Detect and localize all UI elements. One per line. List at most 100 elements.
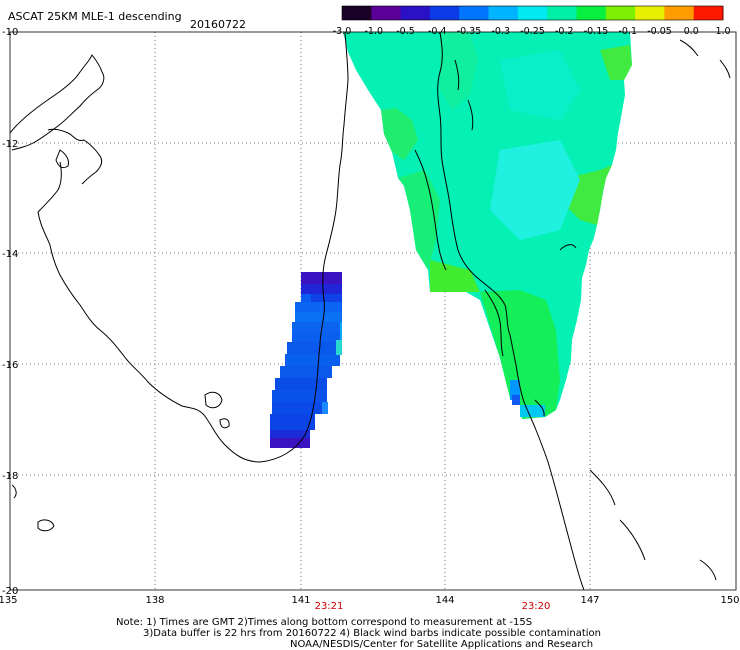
y-tick-label: -14 [2,249,18,260]
west-swath-cell [301,294,311,302]
x-tick-label: 150 [720,595,739,606]
west-swath-cell [295,302,342,312]
y-tick-label: -10 [2,27,18,38]
coastline-segment [204,391,223,409]
map-title: ASCAT 25KM MLE-1 descending [8,10,182,23]
colorbar-segment [693,6,724,20]
coastline-segment [9,54,105,151]
west-swath-cell [270,414,315,430]
west-swath-cell [272,390,327,402]
coastline-segment [37,519,55,532]
y-tick-label: -20 [2,586,18,597]
colorbar-label: -0.25 [520,26,545,37]
coastline-segment [679,39,699,57]
east-swath-patch [398,170,440,270]
colorbar-segment [517,6,548,20]
colorbar-label: -0.3 [491,26,510,37]
x-tick-labels: 135 138 141 144 147 150 [0,595,740,606]
east-swath-patch [510,380,520,400]
colorbar-segment [400,6,431,20]
swath-time-labels: 23:21 23:20 [315,601,551,612]
x-tick-label: 144 [435,595,454,606]
colorbar-segment [664,6,695,20]
y-tick-label: -16 [2,360,18,371]
west-swath-cell [287,342,342,354]
east-swath-patch [430,260,480,292]
west-swath-cell [322,402,328,414]
west-swath-cell [280,366,332,378]
y-tick-label: -12 [2,139,18,150]
colorbar-segment [342,6,372,20]
east-swath-patch [490,140,580,240]
coastline [9,31,731,591]
coastline-segment [37,161,62,213]
west-swath-cell [292,322,342,332]
swath-time-label: 23:21 [315,601,344,612]
west-swath-cell [292,332,342,342]
coastline-segment [484,289,504,357]
west-swath-cell [340,322,342,342]
west-swath-cell [270,438,310,448]
coastline-segment [219,418,230,429]
data-swaths [270,32,632,448]
colorbar-label: -0.4 [428,26,447,37]
swath-time-label: 23:20 [522,601,551,612]
coastline-segment [467,99,474,131]
lat-lon-grid [10,32,736,590]
east-swath-base [343,32,632,419]
coastline-segment [559,244,577,251]
y-tick-label: -18 [2,471,18,482]
colorbar-segment [459,6,490,20]
colorbar-label: -0.1 [618,26,637,37]
footer-note-2: 3)Data buffer is 22 hrs from 20160722 4)… [143,628,601,639]
colorbar-segment [547,6,577,20]
colorbar-segment [576,6,607,20]
colorbar-frame [341,5,724,21]
x-tick-label: 138 [145,595,164,606]
east-swath [343,32,632,419]
colorbar-segment [635,6,665,20]
y-tick-labels: -10 -12 -14 -16 -18 -20 [2,27,18,597]
colorbar-label: -1.0 [364,26,383,37]
footer-credit: NOAA/NESDIS/Center for Satellite Applica… [290,639,594,650]
coastline-segment [47,128,103,185]
west-swath-cell [275,378,327,390]
colorbar-segment [429,6,460,20]
east-swath-patch [381,108,418,160]
colorbar-label: -0.05 [647,26,672,37]
west-swath-cell [270,430,310,438]
colorbar-label: -3.0 [333,26,352,37]
map-frame [9,31,737,591]
coastline-segment [414,149,447,271]
coastline-segment [699,559,717,581]
colorbar-label: -0.35 [457,26,482,37]
colorbar-label: -0.2 [555,26,574,37]
coastline-segment [589,469,616,506]
coastline-segment [534,399,545,417]
footer-note-1: Note: 1) Times are GMT 2)Times along bot… [116,617,533,628]
west-swath-cell [295,312,342,322]
x-tick-label: 141 [291,595,310,606]
east-swath-patch [440,32,478,110]
colorbar-label: -0.5 [396,26,415,37]
colorbar-segment [488,6,519,20]
west-swath-cell [301,284,342,294]
coastline-segment [719,59,731,79]
coastline-segment [37,31,349,463]
east-swath-patch [500,50,580,120]
colorbar-segment [371,6,402,20]
colorbar: -3.0 -1.0 -0.5 -0.4 -0.35 -0.3 -0.25 -0.2 -0.15-… [333,5,731,37]
x-tick-label: 135 [0,595,18,606]
coastline-segment [55,149,69,169]
west-swath-cell [285,354,340,366]
east-swath-patch [600,45,632,80]
west-swath-cell [272,402,322,414]
colorbar-label: -0.15 [584,26,609,37]
coastline-segment [437,31,585,591]
colorbar-label: 1.0 [715,26,730,37]
coastline-segment [11,484,17,499]
coastline-segment [619,519,646,561]
west-swath-cell [311,294,342,302]
west-swath-cell [336,340,342,355]
